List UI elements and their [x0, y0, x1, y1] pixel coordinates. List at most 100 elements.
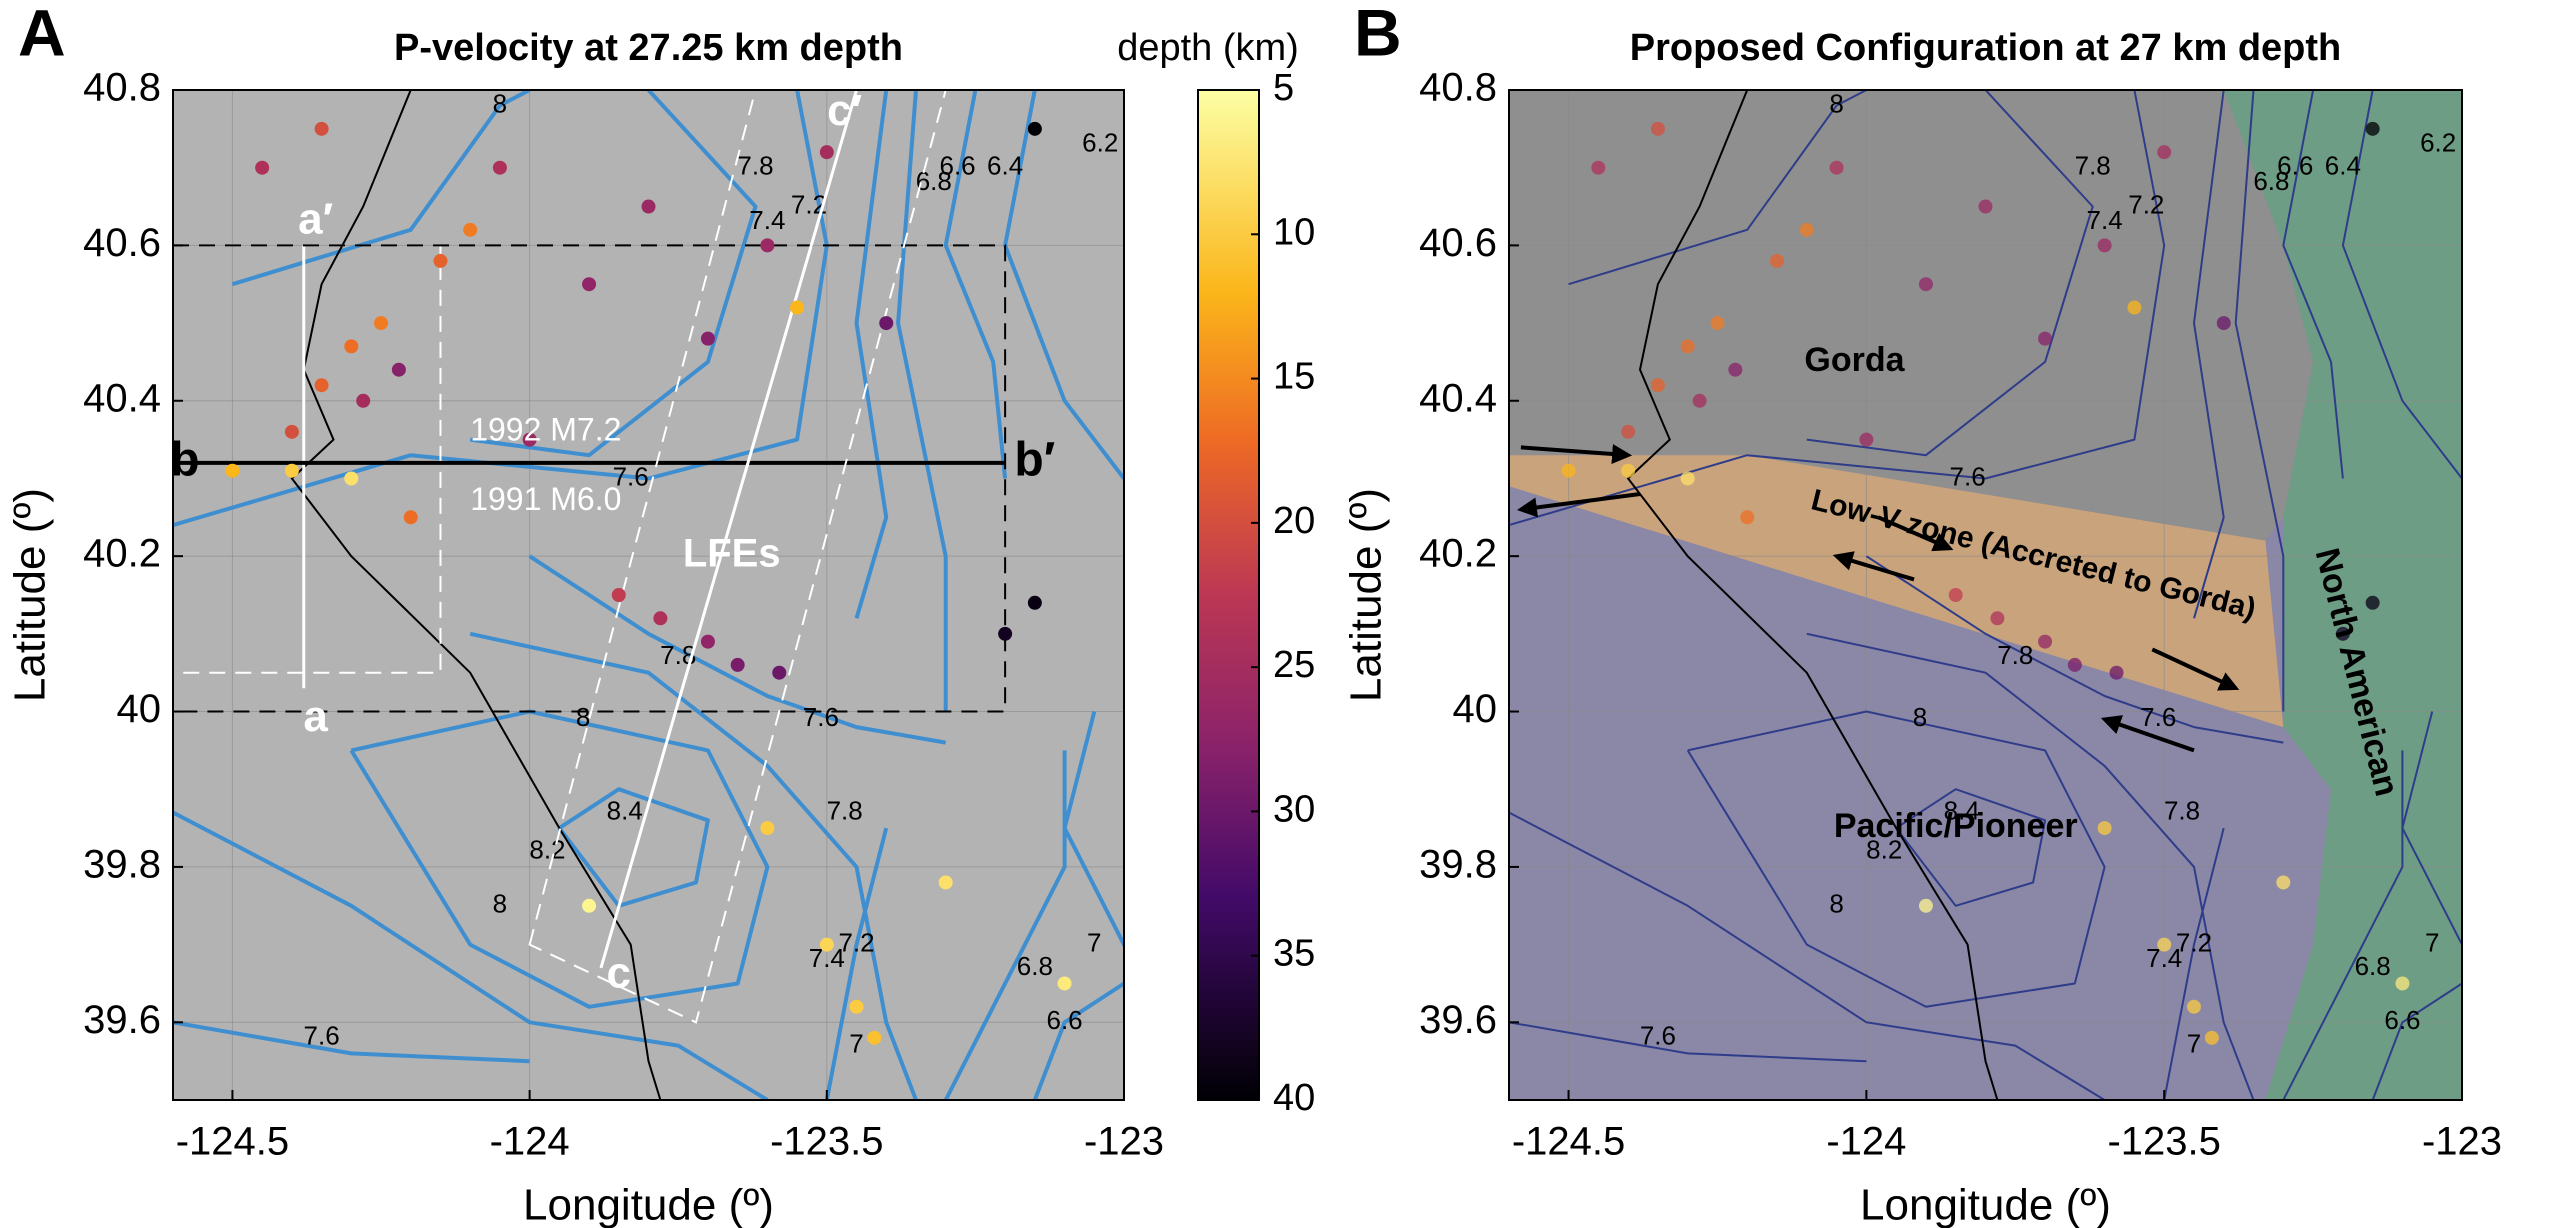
colorbar-tick-label: 20 [1273, 500, 1315, 542]
motion-arrow [1516, 492, 1641, 518]
contour-label: 6.8 [2253, 166, 2289, 196]
earthquake [2038, 634, 2053, 649]
contour-label: 7.2 [2128, 189, 2164, 219]
earthquake [314, 121, 329, 136]
region [1509, 90, 2314, 541]
earthquake [2109, 665, 2124, 680]
contour-line [2282, 750, 2404, 1100]
annotation: c′ [827, 86, 862, 135]
contour-label: 8.2 [1866, 834, 1902, 864]
contour-label: 7.6 [2140, 702, 2176, 732]
earthquake [2097, 238, 2112, 253]
contour-line [2371, 982, 2462, 1100]
contour-line [896, 90, 948, 712]
contour-line [173, 90, 829, 528]
earthquake [2216, 316, 2231, 331]
earthquake [2335, 626, 2350, 641]
earthquake [790, 300, 805, 315]
contour-line [1062, 711, 1124, 948]
colorbar-tick-label: 15 [1273, 356, 1315, 398]
annotation: b [170, 434, 199, 487]
earthquake [772, 665, 787, 680]
plot-frame [1508, 89, 2463, 1101]
region-label: Pacific/Pioneer [1834, 807, 2078, 845]
earthquake [433, 253, 448, 268]
contour-label: 8.2 [529, 834, 565, 864]
earthquake [879, 316, 894, 331]
contour-label: 6.8 [2355, 951, 2391, 981]
contour-line [943, 750, 1067, 1100]
earthquake [356, 393, 371, 408]
contour-line [231, 90, 531, 287]
earthquake [760, 821, 775, 836]
contour-line [1032, 981, 1124, 1100]
y-tick-label: 39.8 [83, 842, 161, 886]
contour-label: 7.6 [1950, 461, 1986, 491]
earthquake [1027, 595, 1042, 610]
earthquake [1978, 199, 1993, 214]
earthquake [284, 424, 299, 439]
x-tick-label: -123 [2422, 1120, 2502, 1164]
earthquake [344, 339, 359, 354]
earthquake [849, 999, 864, 1014]
earthquake [1027, 121, 1042, 136]
contour-line [528, 554, 947, 745]
earthquake [938, 875, 953, 890]
contour-label: 7 [1087, 927, 1101, 957]
earthquake [653, 611, 668, 626]
colorbar-label: depth (km) [1117, 27, 1299, 69]
map-background [173, 90, 1124, 1100]
colorbar-tick-label: 35 [1273, 933, 1315, 975]
earthquake [2127, 300, 2142, 315]
contour-label: 6.2 [1082, 127, 1118, 157]
colorbar-tick-label: 25 [1273, 644, 1315, 686]
colorbar-tick-label: 40 [1273, 1077, 1315, 1119]
contour-line [1509, 90, 2166, 527]
contour-label: 7.8 [2075, 151, 2111, 181]
contour-label: 7.6 [613, 461, 649, 491]
contour-label: 6.4 [987, 151, 1023, 181]
contour-label: 8 [576, 702, 590, 732]
motion-arrow [1520, 444, 1633, 464]
y-tick-label: 39.6 [83, 998, 161, 1042]
earthquake [1621, 424, 1636, 439]
annotation: 1991 M6.0 [470, 481, 621, 517]
y-tick-label: 40.4 [1419, 376, 1497, 420]
motion-arrow [2100, 715, 2195, 753]
panel-title: P-velocity at 27.25 km depth [394, 27, 903, 69]
contour-label: 8.4 [607, 795, 643, 825]
x-axis-label: Longitude (º) [1860, 1181, 2111, 1228]
earthquake [2365, 121, 2380, 136]
contour-line [2193, 90, 2225, 619]
earthquake [611, 588, 626, 602]
contour-label: 6.8 [916, 166, 952, 196]
x-tick-label: -124.5 [1512, 1120, 1625, 1164]
contour-line [469, 631, 918, 1100]
earthquake [374, 316, 389, 331]
x-tick-label: -124 [490, 1120, 570, 1164]
contour-line [1895, 788, 2047, 907]
contour-line [2401, 711, 2462, 947]
contour-label: 8 [1913, 702, 1927, 732]
contour-label: 7 [849, 1028, 863, 1058]
region [1509, 455, 2284, 728]
earthquake [867, 1030, 882, 1045]
annotation: 1992 M7.2 [470, 411, 621, 447]
contour-line [173, 810, 769, 1100]
y-axis-label: Latitude (º) [6, 488, 55, 702]
contour-label: 6.2 [2420, 127, 2456, 157]
contour-label: 7.2 [838, 927, 874, 957]
motion-arrow [1877, 515, 1954, 552]
annotation: c [607, 948, 631, 997]
contour-line [2234, 90, 2285, 712]
annotation: a [303, 692, 328, 741]
earthquake [1561, 463, 1576, 478]
y-tick-label: 39.6 [1419, 998, 1497, 1042]
contour-line [2341, 90, 2462, 480]
earthquake [2395, 976, 2410, 991]
earthquake [730, 657, 745, 672]
colorbar-tick-label: 10 [1273, 211, 1315, 253]
motion-arrow [2151, 647, 2240, 691]
panel-label: B [1354, 0, 1402, 69]
